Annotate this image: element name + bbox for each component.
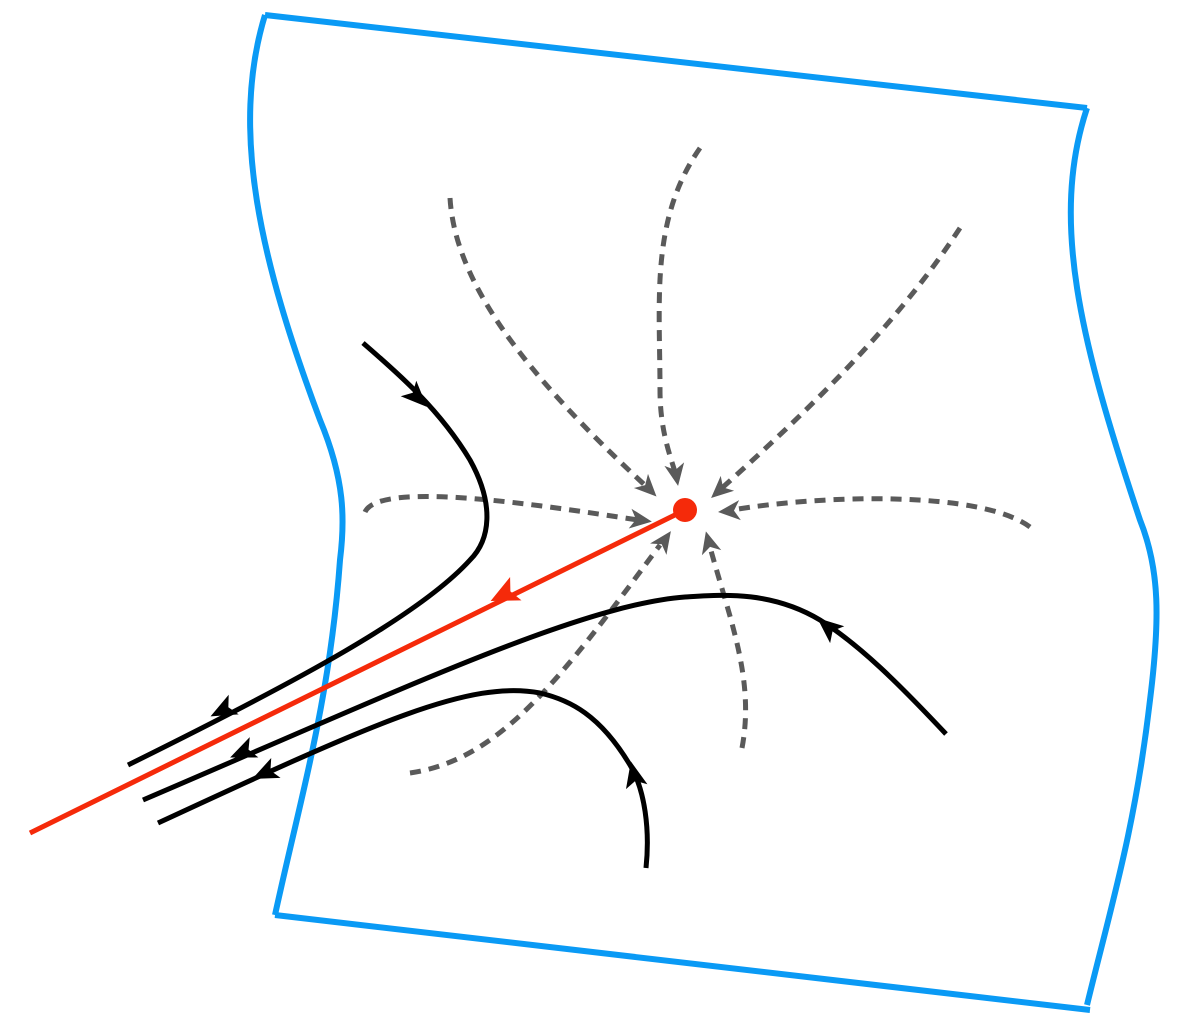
arrowhead (230, 737, 259, 758)
trajectory (156, 688, 650, 869)
dashed-arrowheads (628, 462, 741, 556)
surface (247, 12, 1160, 1013)
surface-left-edge (247, 14, 346, 916)
dashed-path (656, 146, 703, 473)
arrowhead (701, 531, 722, 556)
arrowhead (718, 500, 741, 521)
trajectory (142, 592, 948, 803)
arrowhead (252, 757, 281, 779)
dashed-path (720, 226, 963, 490)
dashed-path (731, 496, 1032, 530)
surface-bottom-edge (274, 912, 1091, 1013)
arrowhead (628, 508, 652, 529)
arrowhead (664, 462, 685, 486)
surface-right-edge (1067, 107, 1160, 1006)
dashed-path (409, 543, 663, 776)
trajectory (126, 341, 490, 768)
arrowhead (400, 380, 427, 407)
solid-arrowheads (210, 380, 845, 790)
solid-trajectories (126, 341, 948, 869)
dashed-path (447, 197, 650, 490)
dashed-path (707, 546, 749, 749)
dashed-trajectories (362, 146, 1032, 776)
arrowhead (650, 531, 671, 555)
fixed-point (673, 498, 697, 522)
unstable-manifold (28, 498, 697, 836)
arrowhead (210, 694, 239, 717)
arrowhead (490, 577, 522, 602)
arrowhead (625, 761, 648, 790)
arrowhead (817, 618, 845, 644)
surface-top-edge (264, 12, 1088, 111)
red-trajectory (28, 507, 687, 836)
arrowhead (711, 475, 735, 499)
dashed-path (362, 494, 639, 523)
